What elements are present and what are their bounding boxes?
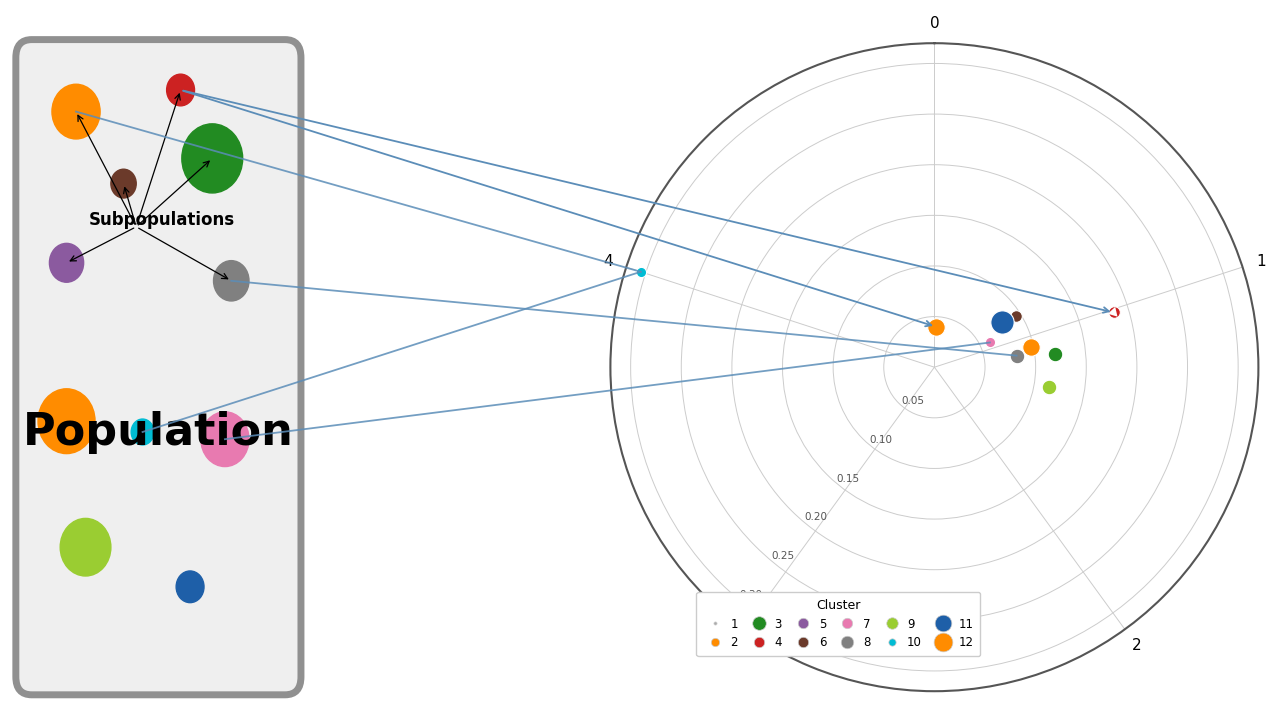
Circle shape bbox=[111, 169, 136, 198]
Point bbox=[1006, 310, 1027, 322]
Point bbox=[1021, 341, 1042, 352]
Circle shape bbox=[52, 84, 100, 139]
FancyBboxPatch shape bbox=[15, 40, 301, 695]
Point bbox=[1006, 350, 1027, 361]
Circle shape bbox=[38, 389, 95, 454]
Circle shape bbox=[182, 124, 243, 193]
Point bbox=[1044, 348, 1065, 360]
Point bbox=[979, 337, 1000, 348]
Text: Population: Population bbox=[23, 410, 294, 454]
Circle shape bbox=[60, 518, 111, 576]
Legend: 1, 2, 3, 4, 5, 6, 7, 8, 9, 10, 11, 12: 1, 2, 3, 4, 5, 6, 7, 8, 9, 10, 11, 12 bbox=[696, 592, 980, 657]
Circle shape bbox=[166, 74, 195, 106]
Circle shape bbox=[201, 412, 250, 467]
Point bbox=[631, 266, 652, 277]
Point bbox=[1039, 382, 1060, 393]
Circle shape bbox=[214, 261, 250, 301]
Title: Cluster Center of Mass: Cluster Center of Mass bbox=[847, 0, 1021, 3]
Point bbox=[1103, 307, 1124, 318]
Circle shape bbox=[131, 419, 154, 445]
Point bbox=[1103, 307, 1124, 318]
Point bbox=[925, 321, 946, 333]
Circle shape bbox=[177, 571, 204, 603]
Circle shape bbox=[50, 243, 83, 282]
Point bbox=[991, 316, 1011, 328]
Text: Subpopulations: Subpopulations bbox=[88, 210, 234, 229]
